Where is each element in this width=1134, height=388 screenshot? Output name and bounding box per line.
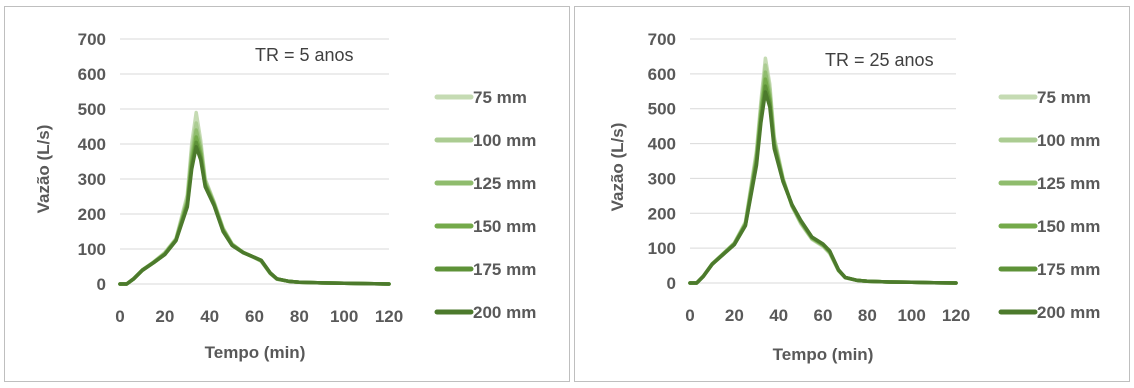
series-line	[688, 90, 958, 285]
legend-label: 175 mm	[1037, 260, 1100, 279]
x-tick-label: 20	[155, 307, 174, 326]
y-tick-label: 500	[648, 100, 676, 119]
legend-label: 100 mm	[473, 131, 536, 150]
legend-label: 150 mm	[473, 217, 536, 236]
y-tick-label: 700	[78, 30, 106, 49]
legend-label: 125 mm	[1037, 174, 1100, 193]
y-tick-label: 300	[78, 170, 106, 189]
chart-annotation: TR = 5 anos	[255, 45, 354, 65]
chart-panel-tr5: 0 100 200 300 400 500 600 700 0 20 40 60 80 100 120 T…	[4, 6, 570, 382]
y-tick-label: 200	[78, 205, 106, 224]
series-line	[118, 140, 391, 286]
y-tick-label: 100	[648, 239, 676, 258]
x-tick-label: 60	[814, 306, 833, 325]
x-tick-label: 40	[769, 306, 788, 325]
legend-label: 75 mm	[1037, 88, 1091, 107]
x-axis-title: Tempo (min)	[205, 343, 306, 362]
series-line	[688, 70, 958, 285]
series-line	[118, 145, 391, 286]
legend-label: 200 mm	[1037, 303, 1100, 322]
legend-label: 200 mm	[473, 303, 536, 322]
series-line	[688, 84, 958, 285]
y-axis-title: Vazão (L/s)	[608, 123, 627, 212]
x-tick-label: 40	[200, 307, 219, 326]
y-tick-label: 400	[648, 135, 676, 154]
chart-tr25: 0 100 200 300 400 500 600 700 0 20 40 60 80 100 120 T…	[608, 30, 1100, 364]
y-tick-label: 700	[648, 30, 676, 49]
y-tick-label: 100	[78, 240, 106, 259]
y-axis-title: Vazão (L/s)	[34, 125, 53, 214]
x-axis-title: Tempo (min)	[773, 345, 874, 364]
x-tick-label: 80	[858, 306, 877, 325]
x-tick-label: 0	[685, 306, 694, 325]
y-tick-label: 0	[97, 275, 106, 294]
x-tick-label: 20	[725, 306, 744, 325]
legend-label: 100 mm	[1037, 131, 1100, 150]
x-tick-label: 120	[375, 307, 403, 326]
x-tick-label: 120	[942, 306, 970, 325]
series-line	[688, 77, 958, 285]
y-tick-label: 300	[648, 169, 676, 188]
y-tick-label: 600	[648, 65, 676, 84]
y-tick-label: 500	[78, 100, 106, 119]
legend-label: 150 mm	[1037, 217, 1100, 236]
x-tick-label: 60	[245, 307, 264, 326]
y-tick-label: 0	[667, 274, 676, 293]
legend-label: 75 mm	[473, 88, 527, 107]
x-tick-label: 80	[290, 307, 309, 326]
chart-tr5: 0 100 200 300 400 500 600 700 0 20 40 60 80 100 120 T…	[34, 30, 536, 362]
legend-label: 125 mm	[473, 174, 536, 193]
y-tick-label: 400	[78, 135, 106, 154]
series-line	[118, 135, 391, 286]
x-tick-label: 100	[897, 306, 925, 325]
y-tick-label: 600	[78, 65, 106, 84]
x-tick-label: 100	[330, 307, 358, 326]
x-tick-label: 0	[115, 307, 124, 326]
legend-label: 175 mm	[473, 260, 536, 279]
series-line	[118, 128, 391, 286]
chart-annotation: TR = 25 anos	[825, 50, 934, 70]
y-tick-label: 200	[648, 204, 676, 223]
chart-panel-tr25: 0 100 200 300 400 500 600 700 0 20 40 60 80 100 120 T…	[574, 6, 1130, 382]
